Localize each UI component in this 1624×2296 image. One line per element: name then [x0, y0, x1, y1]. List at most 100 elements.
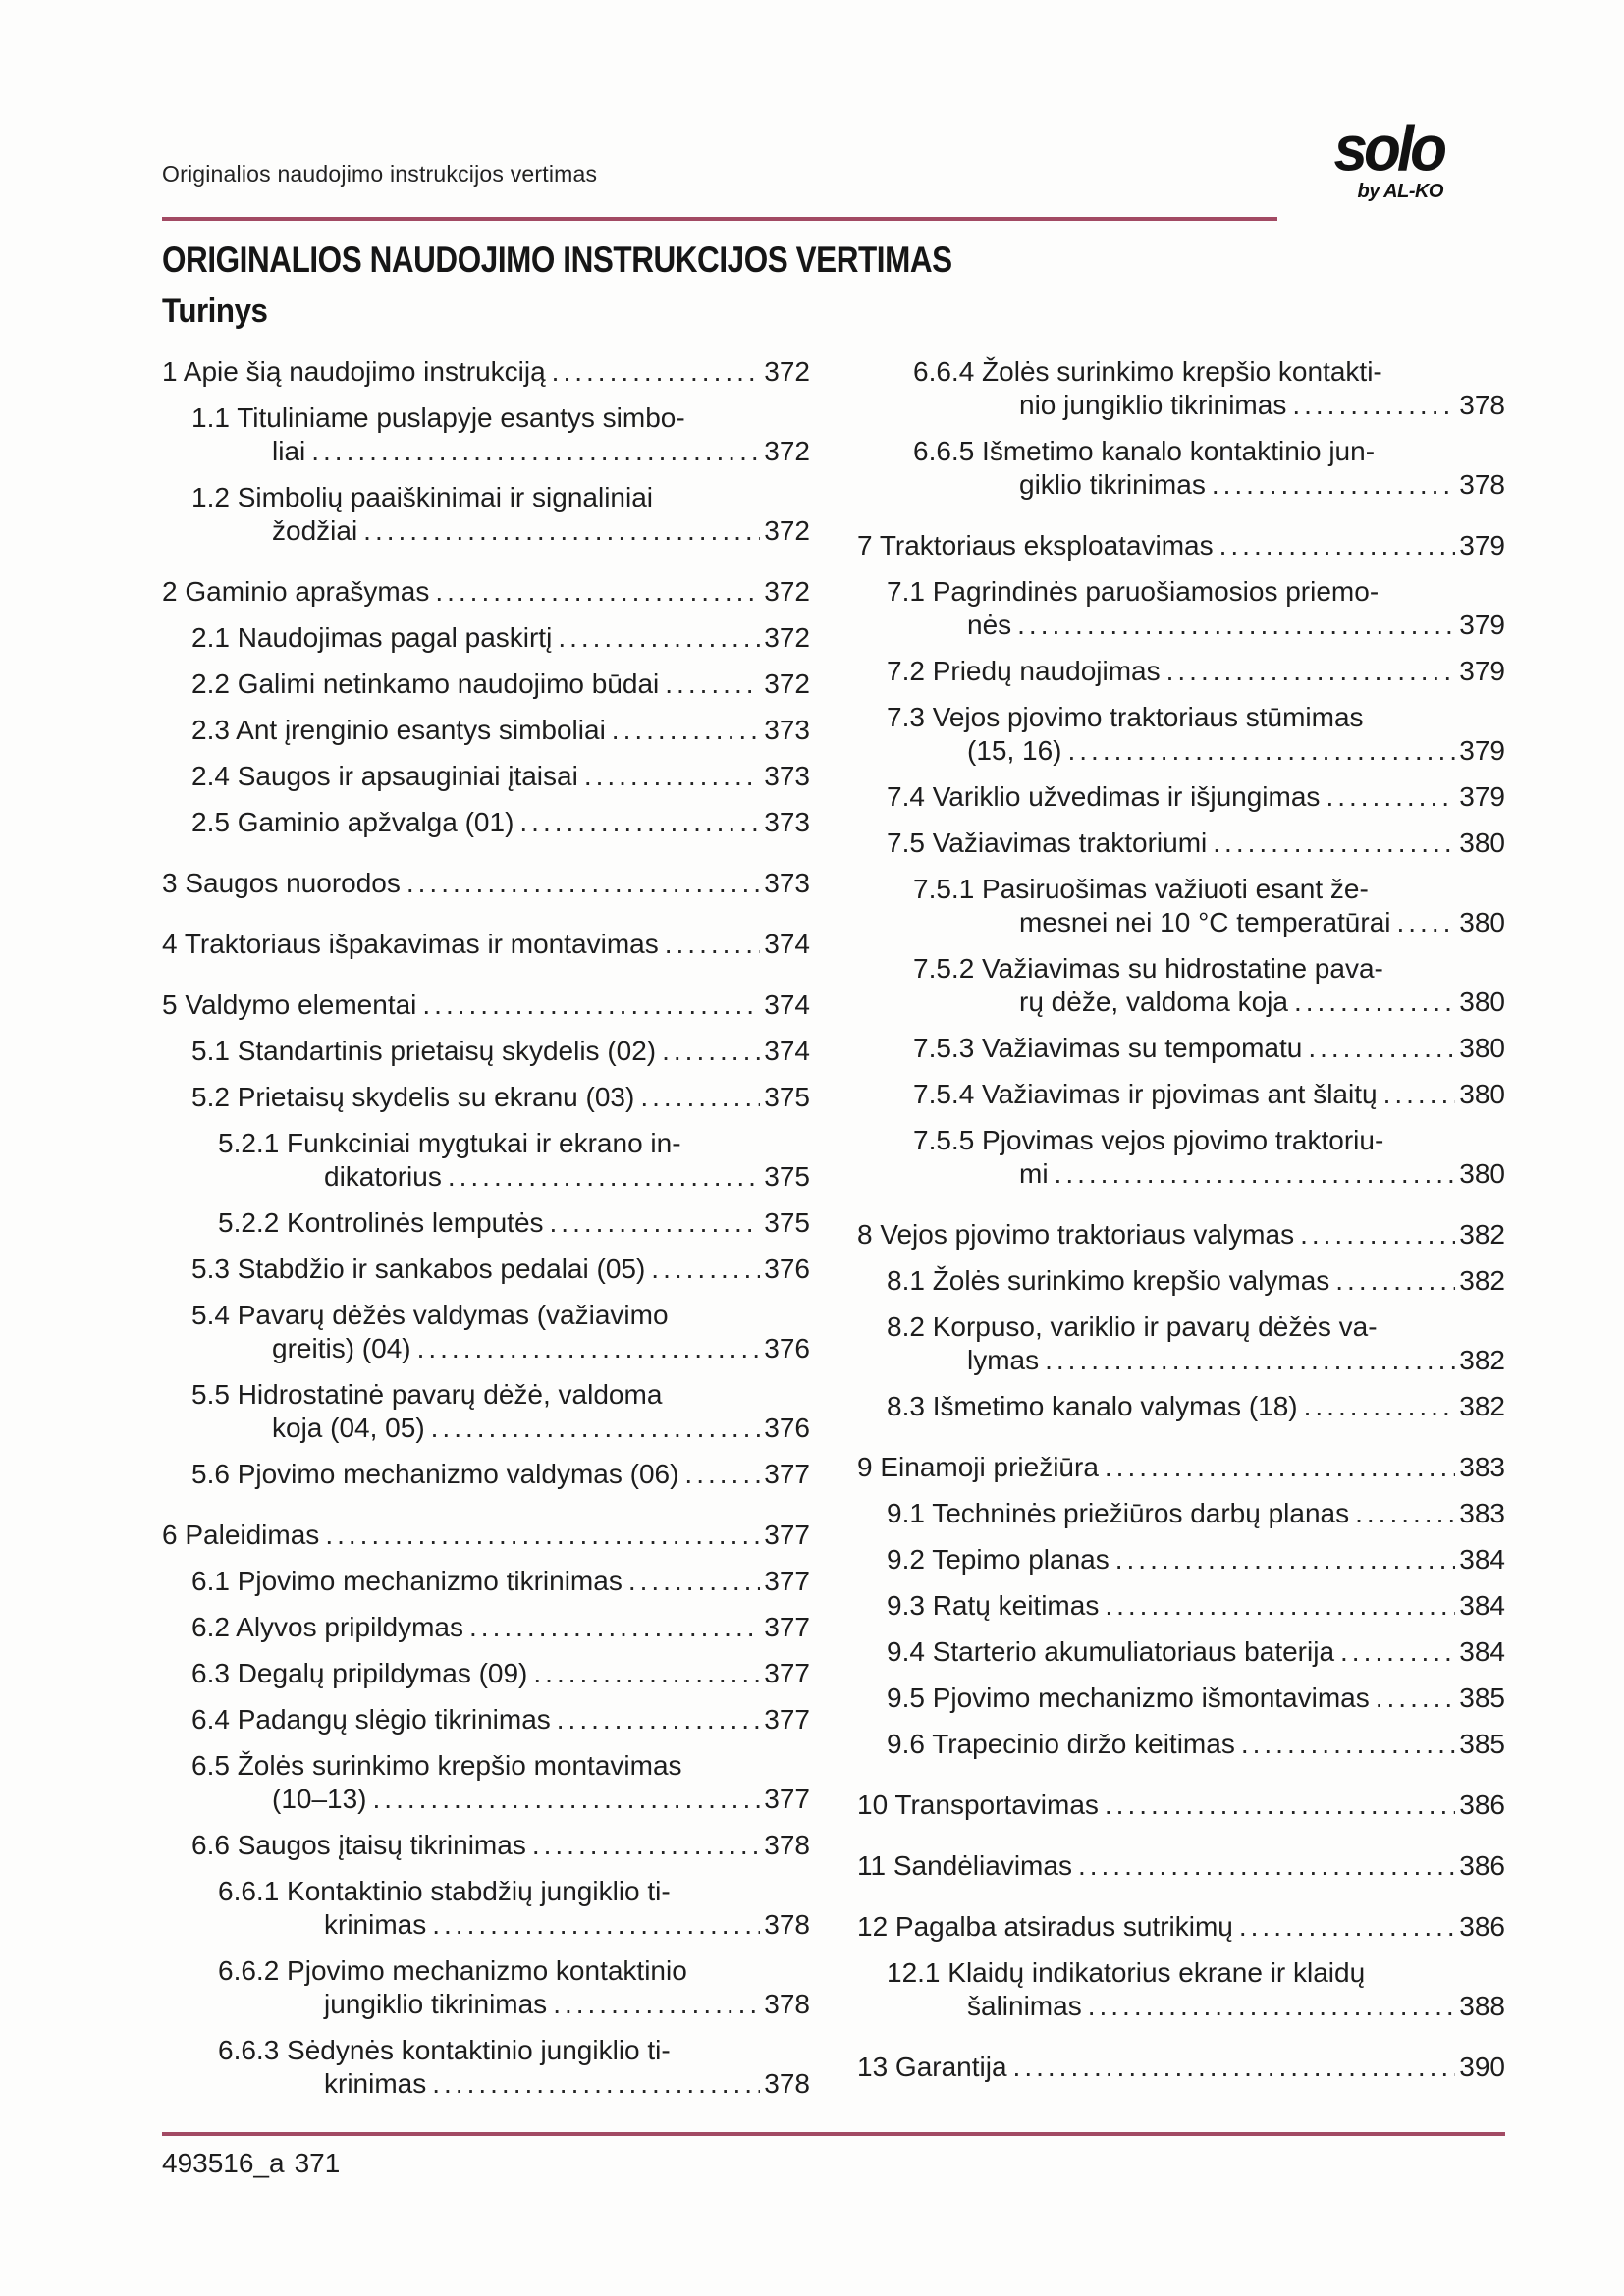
footer-doc-code: 493516_a [162, 2148, 285, 2178]
footer: 493516_a 371 [162, 2148, 340, 2179]
toc-entry-line: dikatorius 375 [162, 1160, 810, 1194]
toc-entry-label: 5.1 Standartinis prietaisų skydelis (02) [191, 1036, 657, 1066]
toc-page-number: 378 [1459, 390, 1505, 420]
toc-entry-line: 6.6.1 Kontaktinio stabdžių jungiklio ti- [218, 1876, 671, 1906]
toc-entry-label: 5.6 Pjovimo mechanizmo valdymas (06) [191, 1459, 679, 1489]
toc-entry-line: krinimas 378 [162, 1908, 810, 1942]
toc-entry-line: 7.5.4 Važiavimas ir pjovimas ant šlaitų 3… [857, 1078, 1505, 1111]
toc-dot-leader [432, 1908, 760, 1942]
toc-entry-label: 7.5 Važiavimas traktoriumi [887, 828, 1208, 858]
toc-dot-leader [1166, 655, 1456, 688]
toc-entry-line: 6.6.5 Išmetimo kanalo kontaktinio jun- [913, 436, 1376, 466]
toc-entry-line: 8.3 Išmetimo kanalo valymas (18) 382 [857, 1390, 1505, 1423]
toc-entry: 6.2 Alyvos pripildymas 377 [162, 1611, 810, 1644]
toc-entry-line: 1.2 Simbolių paaiškinimai ir signaliniai [191, 482, 653, 512]
toc-entry-label: 2.3 Ant įrenginio esantys simboliai [191, 715, 606, 745]
toc-entry-line: 7.3 Vejos pjovimo traktoriaus stūmimas [887, 702, 1364, 732]
toc-entry-line: 2.4 Saugos ir apsauginiai įtaisai 373 [162, 760, 810, 793]
table-of-contents: 1 Apie šią naudojimo instrukciją3721.1 T… [162, 355, 1505, 2101]
toc-entry-line: 12 Pagalba atsiradus sutrikimų 386 [857, 1910, 1505, 1944]
toc-dot-leader [1115, 1543, 1456, 1576]
toc-entry-label: koja (04, 05) [272, 1413, 425, 1443]
toc-entry: 6.6.3 Sėdynės kontaktinio jungiklio ti-k… [162, 2034, 810, 2101]
toc-entry-label: mesnei nei 10 °C temperatūrai [1019, 907, 1391, 937]
toc-page-number: 380 [1459, 1033, 1505, 1063]
toc-entry: 2.4 Saugos ir apsauginiai įtaisai 373 [162, 760, 810, 793]
toc-entry-line: 7.5.5 Pjovimas vejos pjovimo traktoriu- [913, 1125, 1384, 1155]
by-alko-logo-subtext: by AL-KO [1357, 181, 1444, 202]
toc-entry: 9.5 Pjovimo mechanizmo išmontavimas 385 [857, 1682, 1505, 1715]
solo-alko-logo: solo by AL-KO [1294, 117, 1447, 203]
toc-entry-label: mi [1019, 1158, 1049, 1189]
toc-entry-line: 7.5.3 Važiavimas su tempomatu 380 [857, 1032, 1505, 1065]
toc-dot-leader [435, 575, 760, 609]
toc-entry-label: nio jungiklio tikrinimas [1019, 390, 1287, 420]
toc-entry: 6 Paleidimas 377 [162, 1519, 810, 1552]
toc-dot-leader [1055, 1157, 1456, 1191]
toc-dot-leader [1241, 1728, 1455, 1761]
toc-page-number: 375 [764, 1207, 810, 1238]
toc-page-number: 373 [764, 868, 810, 898]
toc-entry-label: 6.6 Saugos įtaisų tikrinimas [191, 1830, 526, 1860]
toc-page-number: 382 [1459, 1391, 1505, 1421]
toc-entry-label: 9.4 Starterio akumuliatoriaus baterija [887, 1636, 1335, 1667]
toc-entry-label: jungiklio tikrinimas [324, 1989, 548, 2019]
toc-entry-line: 6 Paleidimas 377 [162, 1519, 810, 1552]
toc-entry-label: 12 Pagalba atsiradus sutrikimų [857, 1911, 1233, 1942]
toc-entry-line: 12.1 Klaidų indikatorius ekrane ir klaid… [887, 1957, 1366, 1988]
toc-entry-label: 6 Paleidimas [162, 1520, 320, 1550]
toc-entry-label: žodžiai [272, 515, 358, 546]
toc-page-number: 380 [1459, 1079, 1505, 1109]
toc-entry-line: 5.2.1 Funkciniai mygtukai ir ekrano in- [218, 1128, 681, 1158]
toc-entry-label: lymas [967, 1345, 1040, 1375]
toc-dot-leader [612, 714, 760, 747]
toc-dot-leader [665, 667, 760, 701]
toc-page-number: 374 [764, 989, 810, 1020]
toc-dot-leader [1383, 1078, 1456, 1111]
toc-page-number: 379 [1459, 656, 1505, 686]
toc-dot-leader [533, 1657, 760, 1690]
toc-entry-line: greitis) (04) 376 [162, 1332, 810, 1365]
toc-entry-line: 7 Traktoriaus eksploatavimas 379 [857, 529, 1505, 562]
toc-entry-label: 2.5 Gaminio apžvalga (01) [191, 807, 514, 837]
toc-entry: 7.3 Vejos pjovimo traktoriaus stūmimas (1… [857, 701, 1505, 768]
toc-dot-leader [1088, 1990, 1456, 2023]
toc-entry-label: 5 Valdymo elementai [162, 989, 417, 1020]
toc-entry-label: krinimas [324, 2068, 427, 2099]
toc-dot-leader [552, 355, 761, 389]
toc-entry: 7 Traktoriaus eksploatavimas 379 [857, 529, 1505, 562]
toc-entry-line: 6.5 Žolės surinkimo krepšio montavimas [191, 1750, 682, 1781]
toc-page-number: 386 [1459, 1911, 1505, 1942]
toc-entry-line: 13 Garantija 390 [857, 2051, 1505, 2084]
toc-entry-line: nio jungiklio tikrinimas 378 [857, 389, 1505, 422]
toc-entry: 1 Apie šią naudojimo instrukciją 372 [162, 355, 810, 389]
toc-entry-line: 8.2 Korpuso, variklio ir pavarų dėžės va… [887, 1311, 1378, 1342]
toc-entry-line: jungiklio tikrinimas 378 [162, 1988, 810, 2021]
toc-entry: 7.5 Važiavimas traktoriumi 380 [857, 827, 1505, 860]
toc-dot-leader [1045, 1344, 1455, 1377]
toc-dot-leader [431, 1412, 761, 1445]
toc-entry-line: 2.1 Naudojimas pagal paskirtį 372 [162, 621, 810, 655]
toc-page-number: 384 [1459, 1544, 1505, 1575]
toc-entry-label: 8.1 Žolės surinkimo krepšio valymas [887, 1265, 1330, 1296]
toc-entry-label: 9.3 Ratų keitimas [887, 1590, 1100, 1621]
toc-page-number: 372 [764, 436, 810, 466]
toc-entry-label: 3 Saugos nuorodos [162, 868, 401, 898]
toc-entry: 9.1 Techninės priežiūros darbų planas 383 [857, 1497, 1505, 1530]
toc-entry-line: mesnei nei 10 °C temperatūrai 380 [857, 906, 1505, 939]
toc-dot-leader [584, 760, 760, 793]
toc-page-number: 382 [1459, 1345, 1505, 1375]
toc-entry-line: 6.1 Pjovimo mechanizmo tikrinimas 377 [162, 1565, 810, 1598]
toc-entry: 6.6.1 Kontaktinio stabdžių jungiklio ti-… [162, 1875, 810, 1942]
toc-dot-leader [1326, 780, 1455, 814]
toc-entry-line: 5.3 Stabdžio ir sankabos pedalai (05) 376 [162, 1253, 810, 1286]
toc-entry-label: krinimas [324, 1909, 427, 1940]
toc-entry: 7.2 Priedų naudojimas 379 [857, 655, 1505, 688]
toc-entry-line: 5.6 Pjovimo mechanizmo valdymas (06) 377 [162, 1458, 810, 1491]
toc-page-number: 377 [764, 1520, 810, 1550]
toc-entry-line: 2 Gaminio aprašymas 372 [162, 575, 810, 609]
toc-page-number: 377 [764, 1784, 810, 1814]
toc-entry-line: 6.6.2 Pjovimo mechanizmo kontaktinio [218, 1955, 687, 1986]
toc-entry-line: šalinimas 388 [857, 1990, 1505, 2023]
toc-entry-label: 5.3 Stabdžio ir sankabos pedalai (05) [191, 1254, 646, 1284]
